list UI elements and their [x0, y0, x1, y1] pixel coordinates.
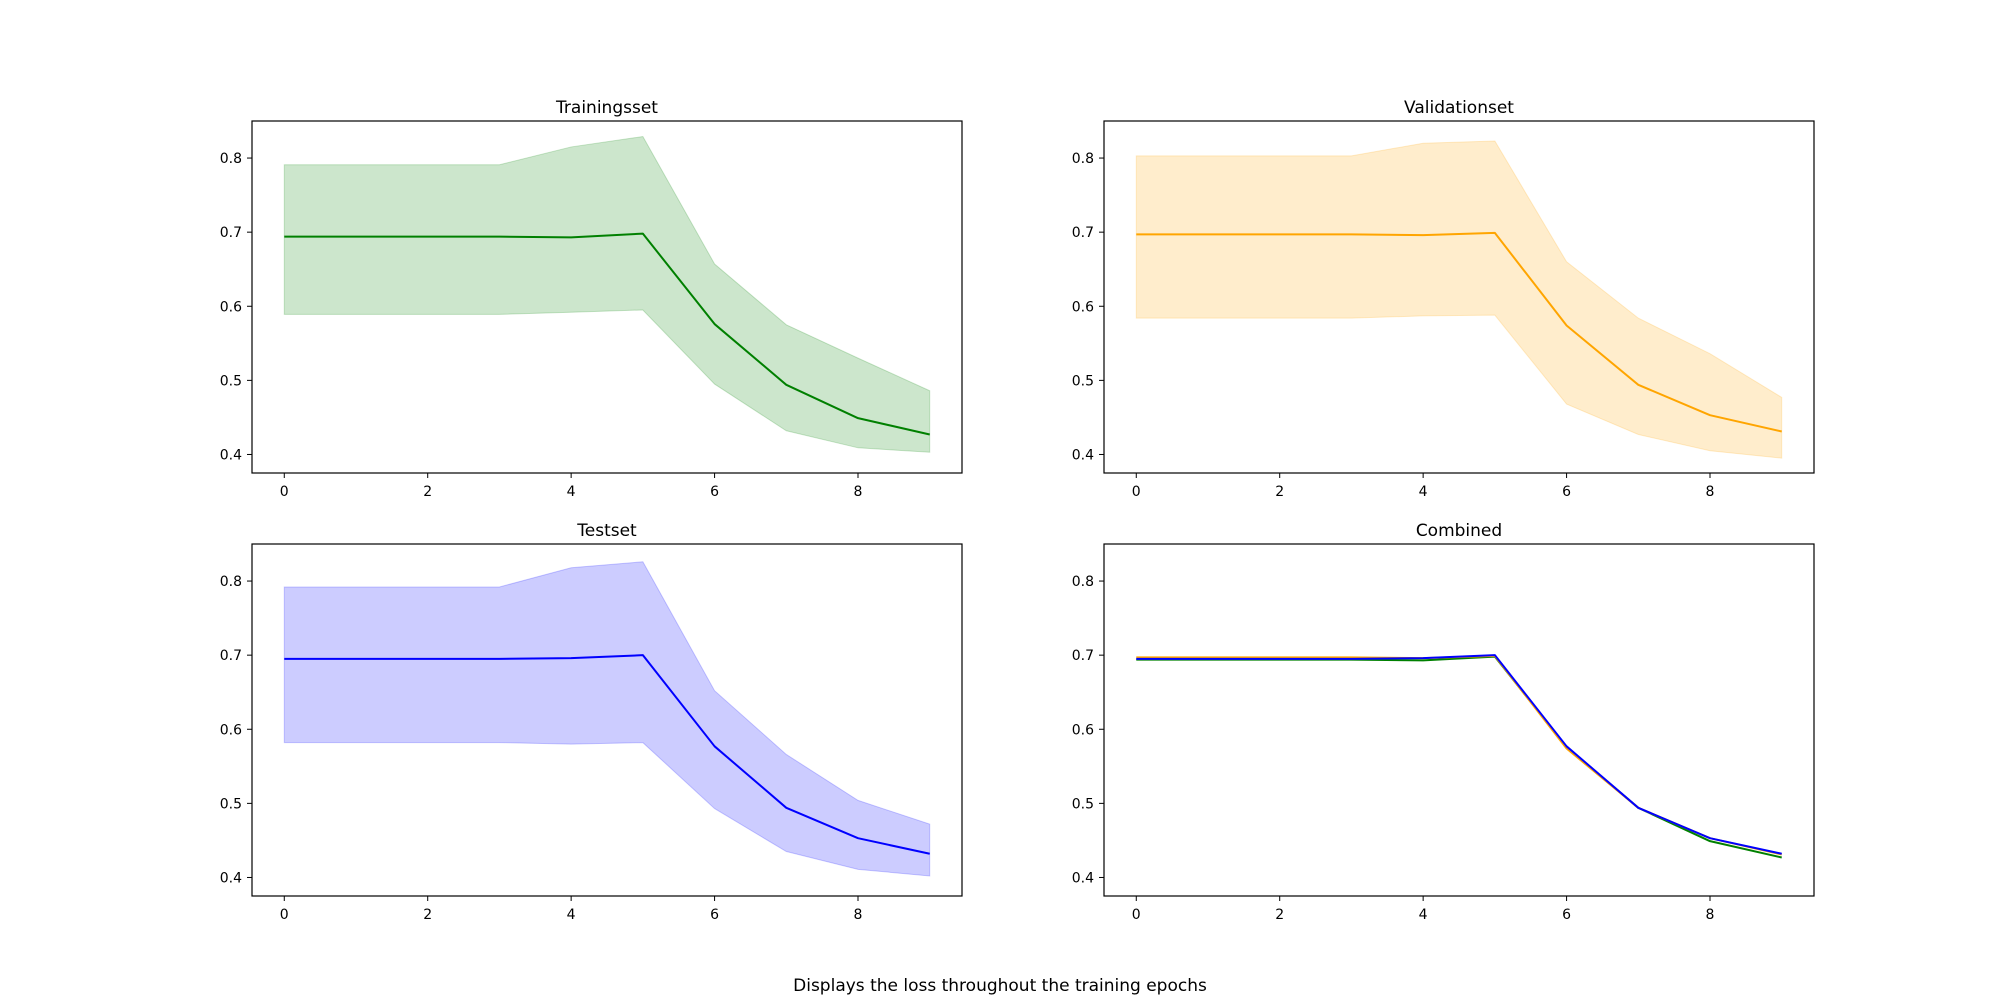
- x-tick-label: 2: [423, 484, 432, 500]
- y-tick-label: 0.6: [1072, 722, 1094, 738]
- series-line-3: [1136, 654, 1782, 855]
- confidence-band-1: [1135, 140, 1783, 459]
- x-tick-label: 0: [280, 484, 289, 500]
- x-tick-label: 4: [1419, 484, 1428, 500]
- x-tick-label: 8: [854, 484, 863, 500]
- x-tick-label: 4: [1419, 907, 1428, 923]
- subplot-3: 0 2 4 6 8 0.4 0.5 0.6 0.7 0.8 Testset: [220, 521, 963, 923]
- x-tick-label: 6: [710, 484, 719, 500]
- y-tick-label: 0.7: [1072, 225, 1094, 241]
- axes-frame: [1103, 120, 1815, 474]
- x-tick-label: 2: [1275, 907, 1284, 923]
- x-tick-label: 8: [1706, 484, 1715, 500]
- x-tick-label: 0: [1132, 484, 1141, 500]
- y-tick-label: 0.4: [1072, 447, 1094, 463]
- y-tick-label: 0.8: [1072, 574, 1094, 590]
- y-tick-label: 0.4: [1072, 870, 1094, 886]
- y-tick-label: 0.4: [220, 870, 242, 886]
- y-tick-label: 0.5: [1072, 373, 1094, 389]
- x-tick-label: 6: [1562, 907, 1571, 923]
- x-tick-label: 4: [567, 484, 576, 500]
- series-line-2: [1136, 654, 1782, 856]
- y-tick-label: 0.8: [1072, 151, 1094, 167]
- y-tick-label: 0.8: [220, 574, 242, 590]
- series-line-1: [1136, 231, 1782, 433]
- x-tick-label: 6: [1562, 484, 1571, 500]
- x-tick-label: 8: [854, 907, 863, 923]
- axes-frame: [1103, 543, 1815, 897]
- subplot-title: Testset: [576, 521, 637, 541]
- y-tick-label: 0.7: [220, 225, 242, 241]
- y-tick-label: 0.8: [220, 151, 242, 167]
- subplot-1: 0 2 4 6 8 0.4 0.5 0.6 0.7 0.8 Trainingsset: [220, 98, 963, 500]
- y-tick-label: 0.6: [220, 299, 242, 315]
- y-tick-label: 0.6: [220, 722, 242, 738]
- y-tick-label: 0.4: [220, 447, 242, 463]
- axes-frame: [251, 543, 963, 897]
- subplot-title: Trainingsset: [555, 98, 658, 118]
- subplot-title: Validationset: [1404, 98, 1514, 118]
- subplot-title: Combined: [1416, 521, 1502, 541]
- y-tick-label: 0.6: [1072, 299, 1094, 315]
- figure-caption: Displays the loss throughout the trainin…: [793, 976, 1207, 996]
- y-tick-label: 0.5: [1072, 796, 1094, 812]
- y-tick-label: 0.7: [1072, 648, 1094, 664]
- x-tick-label: 4: [567, 907, 576, 923]
- x-tick-label: 0: [280, 907, 289, 923]
- x-tick-label: 2: [423, 907, 432, 923]
- subplot-4: 0 2 4 6 8 0.4 0.5 0.6 0.7 0.8 Combined: [1072, 521, 1815, 923]
- y-tick-label: 0.5: [220, 796, 242, 812]
- axes-frame: [251, 120, 963, 474]
- x-tick-label: 2: [1275, 484, 1284, 500]
- subplot-2: 0 2 4 6 8 0.4 0.5 0.6 0.7 0.8 Validationset: [1072, 98, 1815, 500]
- x-tick-label: 8: [1706, 907, 1715, 923]
- y-tick-label: 0.7: [220, 648, 242, 664]
- x-tick-label: 0: [1132, 907, 1141, 923]
- x-tick-label: 6: [710, 907, 719, 923]
- series-line-1: [284, 654, 930, 855]
- series-line-1: [284, 232, 930, 436]
- confidence-band-1: [283, 136, 931, 453]
- confidence-band-1: [283, 561, 931, 877]
- y-tick-label: 0.5: [220, 373, 242, 389]
